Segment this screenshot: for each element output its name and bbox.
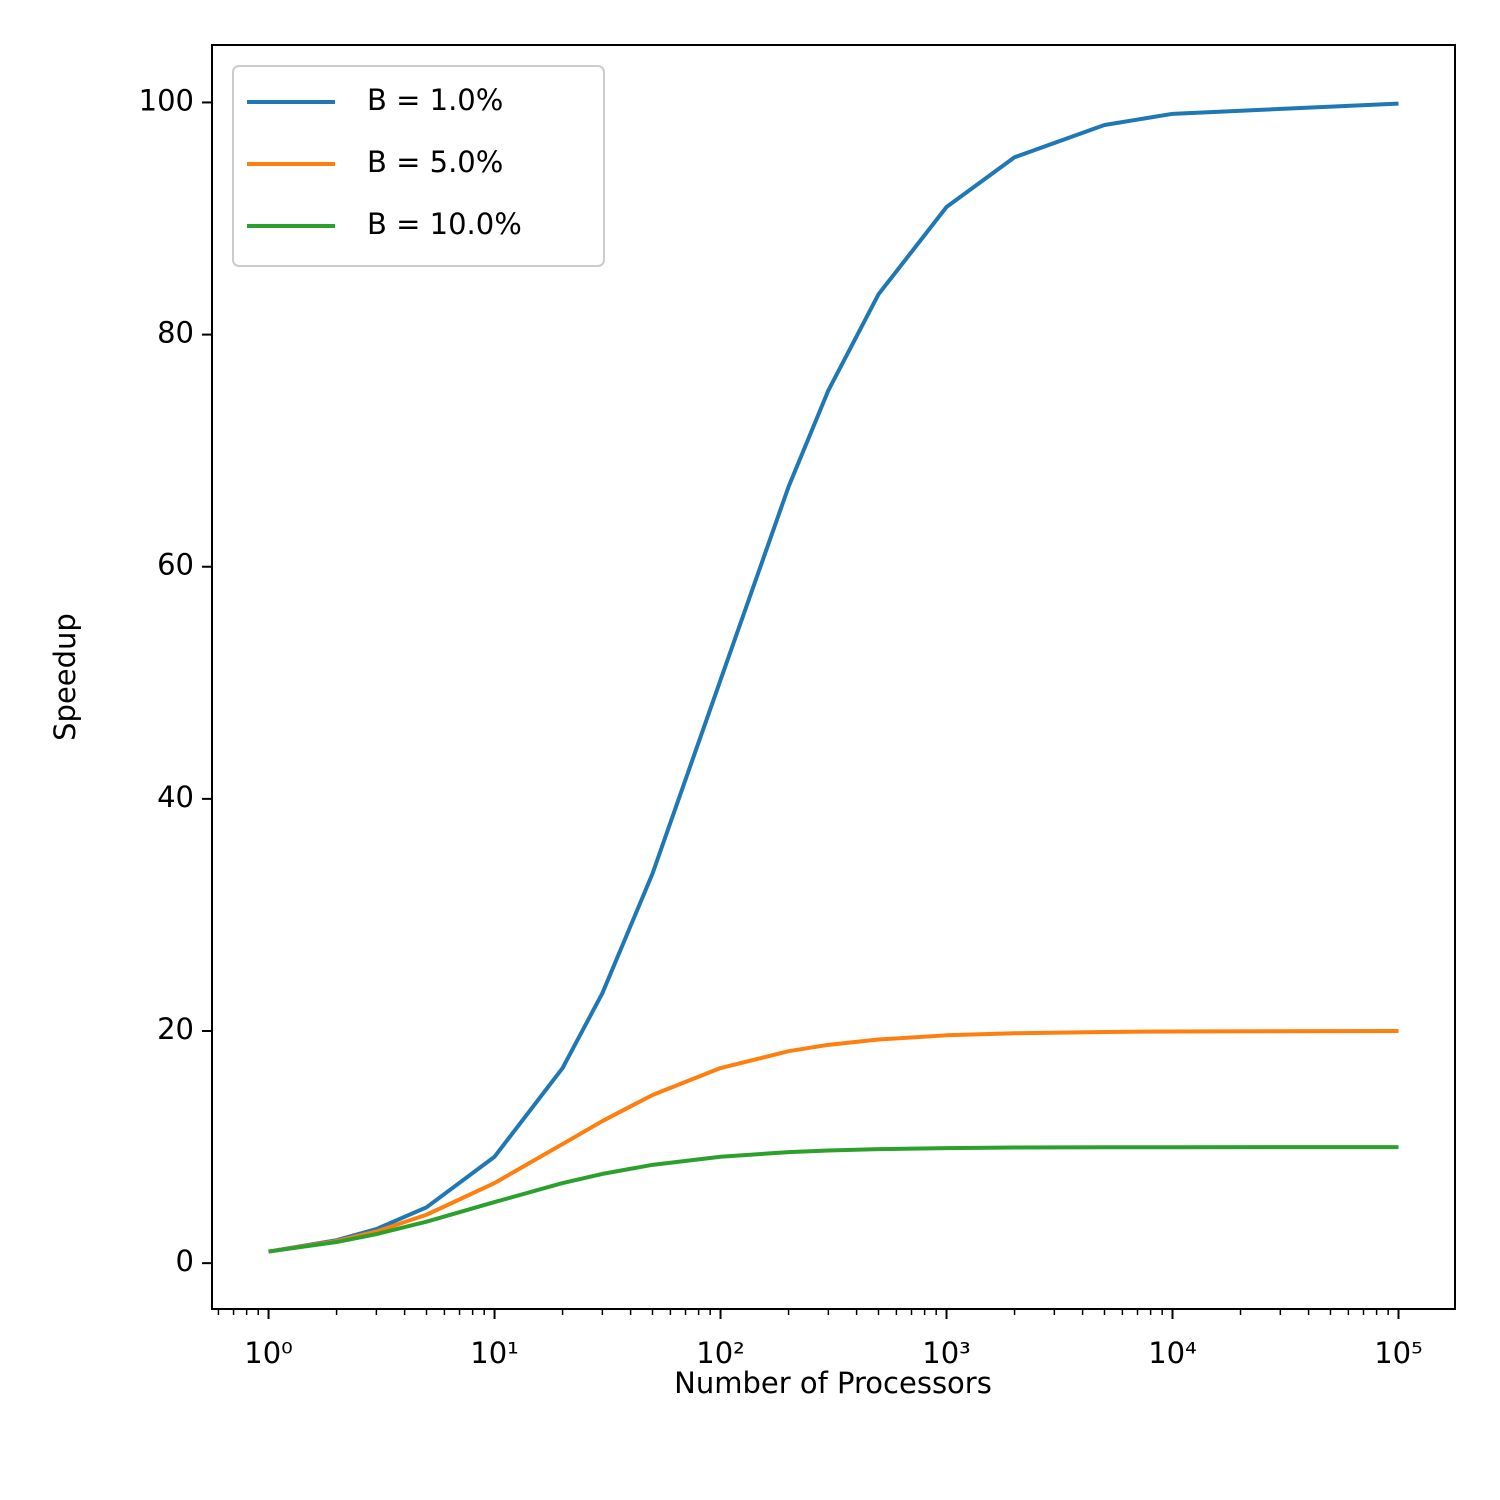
x-axis-label: Number of Processors: [674, 1366, 992, 1400]
line-series: [268, 101, 1399, 1254]
legend-box: [232, 65, 605, 267]
y-tick-label: 80: [157, 316, 194, 350]
x-tick-label: 10⁰: [244, 1336, 293, 1370]
x-tick-label: 10²: [696, 1336, 745, 1370]
y-tick-label: 20: [157, 1012, 194, 1046]
x-tick-label: 10⁵: [1374, 1336, 1423, 1370]
legend-label: B = 1.0%: [367, 83, 503, 117]
x-tick-label: 10⁴: [1148, 1336, 1197, 1370]
y-tick-label: 60: [157, 548, 194, 582]
legend-label: B = 10.0%: [367, 207, 522, 241]
y-tick-label: 40: [157, 780, 194, 814]
y-tick-label: 0: [176, 1244, 194, 1278]
line-series: [268, 1029, 1399, 1254]
y-axis-label: Speedup: [48, 613, 82, 741]
y-tick-label: 100: [139, 83, 194, 117]
line-series: [268, 1145, 1399, 1254]
x-tick-label: 10¹: [470, 1336, 519, 1370]
plot-frame: [211, 44, 1456, 1310]
x-tick-label: 10³: [922, 1336, 971, 1370]
legend-label: B = 5.0%: [367, 145, 503, 179]
